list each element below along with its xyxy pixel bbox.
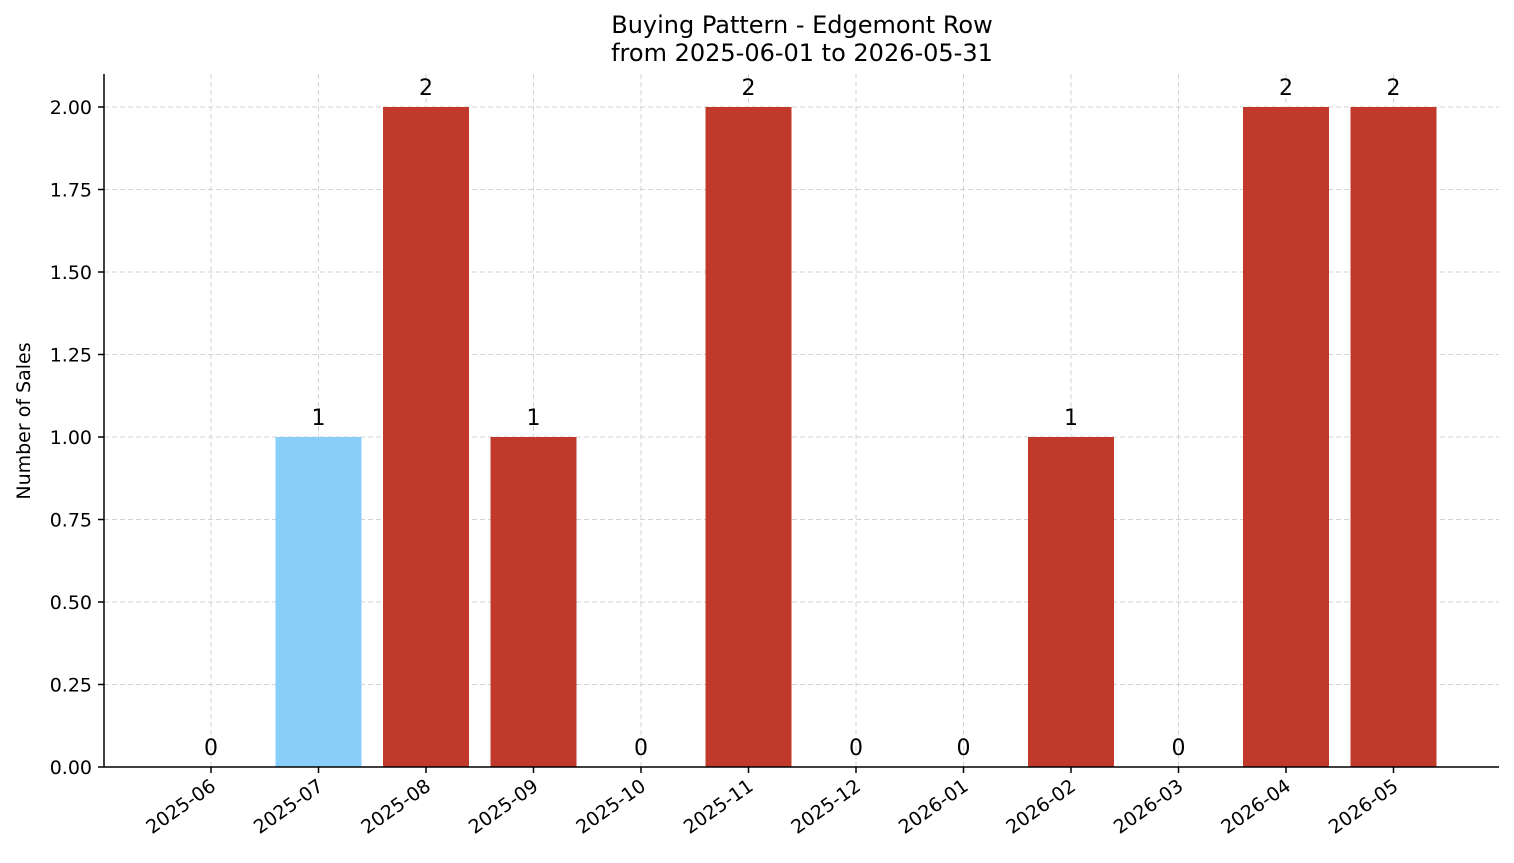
bars [275,107,1437,767]
bar-data-label: 2 [1387,76,1401,101]
chart-subtitle: from 2025-06-01 to 2026-05-31 [611,39,993,67]
bar-labels: 0 1 2 1 0 2 0 0 1 0 2 2 [204,76,1401,761]
bar-data-label: 1 [1064,406,1078,431]
bar [490,437,577,767]
y-tick-label: 0.25 [50,675,92,697]
x-tick-label: 2026-03 [1110,775,1188,839]
y-tick-label: 0.50 [50,592,92,614]
x-tick-label: 2025-06 [142,775,220,839]
x-tick-label: 2025-07 [250,775,328,839]
chart-title: Buying Pattern - Edgemont Row [611,11,993,39]
bar [1028,437,1114,767]
x-tick-label: 2025-10 [572,775,650,839]
x-tick-label: 2026-05 [1325,775,1403,839]
bar-data-label: 1 [527,406,541,431]
bar [275,437,362,767]
bar-data-label: 0 [957,736,971,761]
bar-data-label: 0 [849,736,863,761]
bar-data-label: 2 [1279,76,1293,101]
x-tick-label: 2026-01 [895,775,973,839]
bar-data-label: 0 [1172,736,1186,761]
bar [705,107,792,767]
y-tick-label: 1.50 [50,262,92,284]
y-axis-label: Number of Sales [13,342,35,499]
bar [1243,107,1329,767]
bar-data-label: 2 [419,76,433,101]
x-tick-label: 2025-11 [680,775,758,839]
bar-data-label: 1 [312,406,326,431]
bar-data-label: 0 [634,736,648,761]
y-tick-label: 1.25 [50,345,92,367]
y-tick-label: 1.75 [50,180,92,202]
x-tick-label: 2025-09 [465,775,543,839]
y-tick-label: 1.00 [50,427,92,449]
bar [383,107,469,767]
x-tick-label: 2026-02 [1002,775,1080,839]
x-tick-label: 2026-04 [1217,775,1295,839]
y-tick-label: 2.00 [50,97,92,119]
y-tick-label: 0.75 [50,510,92,532]
x-tick-label: 2025-08 [357,775,435,839]
x-tick-label: 2025-12 [787,775,865,839]
y-tick-label: 0.00 [50,757,92,779]
bar [1350,107,1437,767]
bar-data-label: 2 [742,76,756,101]
bar-data-label: 0 [204,736,218,761]
